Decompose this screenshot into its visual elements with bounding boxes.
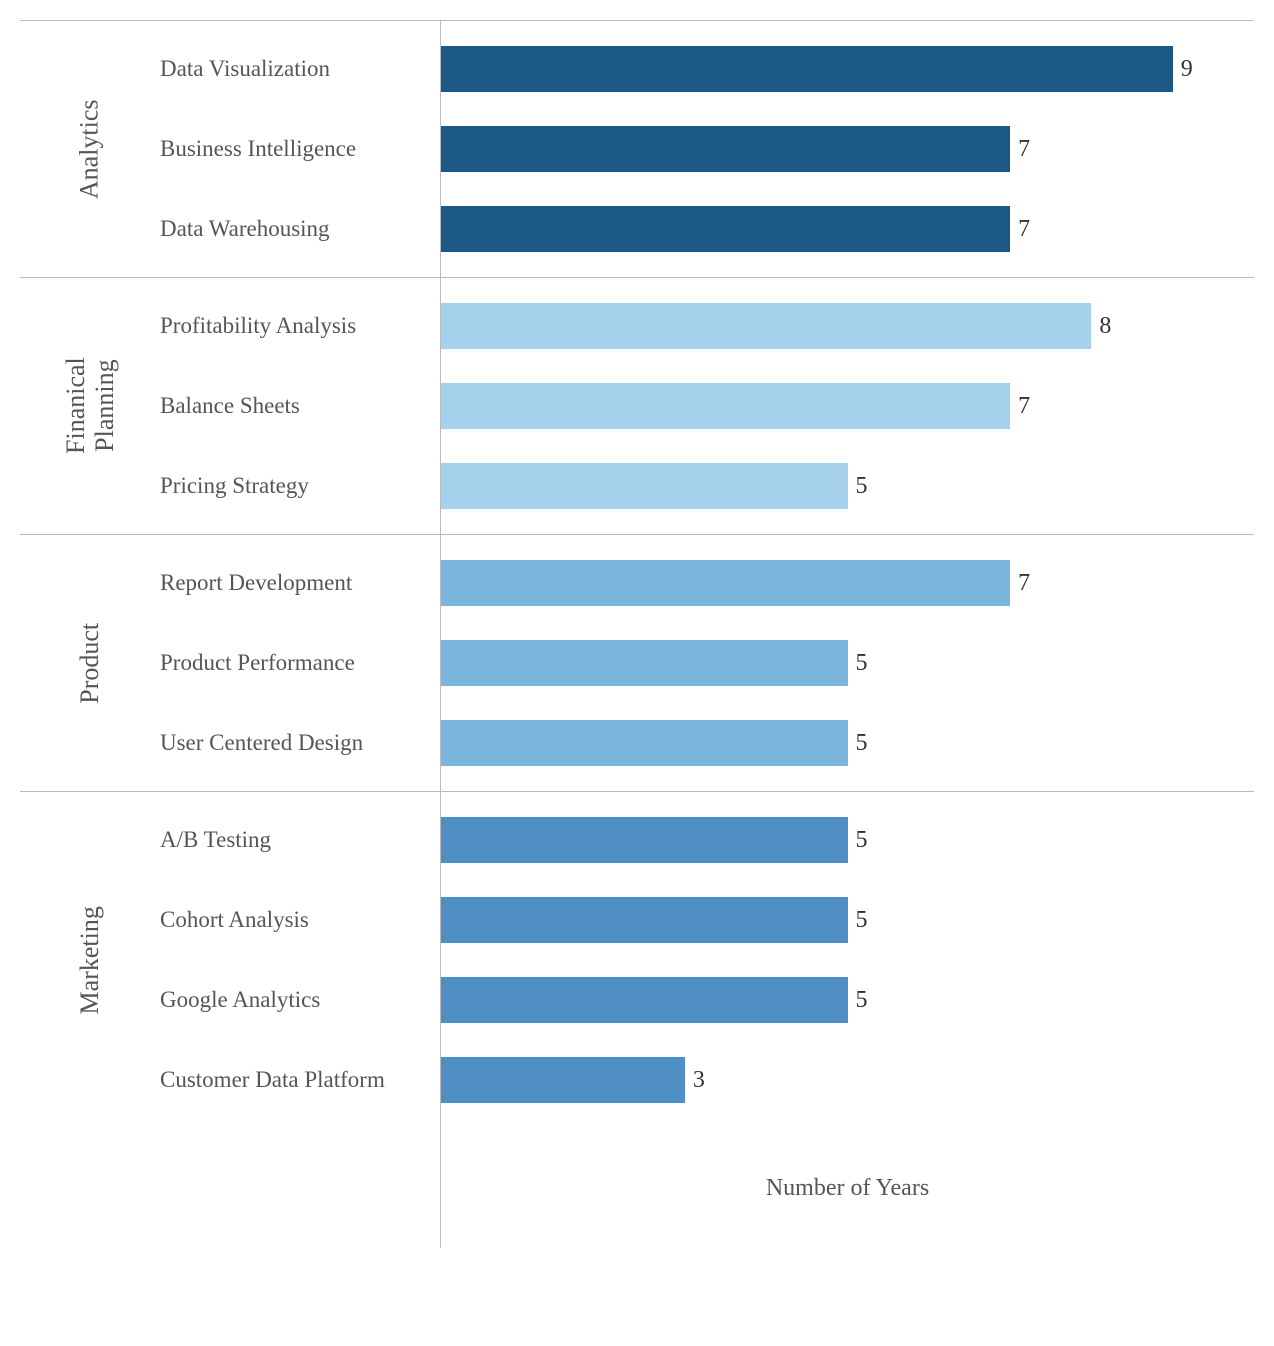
category-label: FinanicalPlanning [61, 358, 118, 455]
bar-row: 7 [441, 543, 1254, 623]
bars-column: 8 7 5 [440, 278, 1254, 534]
skill-label-row: Business Intelligence [160, 109, 440, 189]
bars-column: 5 5 5 3 [440, 792, 1254, 1128]
skill-label-row: Pricing Strategy [160, 446, 440, 526]
category-label-cell: Analytics [20, 21, 160, 277]
bar-value: 9 [1181, 56, 1193, 83]
bar [441, 206, 1010, 252]
bar [441, 126, 1010, 172]
skill-label-row: Report Development [160, 543, 440, 623]
bar-value: 7 [1018, 136, 1030, 163]
bar-row: 8 [441, 286, 1254, 366]
bar [441, 463, 848, 509]
bar-row: 5 [441, 623, 1254, 703]
category-label: Analytics [76, 99, 105, 199]
skill-label: Pricing Strategy [160, 472, 309, 500]
bar [441, 640, 848, 686]
bar-value: 5 [856, 827, 868, 854]
skill-label-row: Google Analytics [160, 960, 440, 1040]
bar-value: 5 [856, 650, 868, 677]
skill-label-row: Product Performance [160, 623, 440, 703]
bar-row: 5 [441, 960, 1254, 1040]
bar [441, 560, 1010, 606]
section-product: Product Report Development Product Perform… [20, 534, 1254, 791]
skill-label: Google Analytics [160, 986, 320, 1014]
skill-label: Balance Sheets [160, 392, 300, 420]
bar-value: 8 [1099, 313, 1111, 340]
bar-value: 5 [856, 907, 868, 934]
category-label-cell: Marketing [20, 792, 160, 1128]
section-marketing: Marketing A/B Testing Cohort Analysis Googl… [20, 791, 1254, 1128]
skills-column: Profitability Analysis Balance Sheets Pric… [160, 278, 440, 534]
bar [441, 977, 848, 1023]
skills-column: Report Development Product Performance Use… [160, 535, 440, 791]
bar [441, 1057, 685, 1103]
category-label-cell: Product [20, 535, 160, 791]
bar [441, 897, 848, 943]
bar-row: 5 [441, 446, 1254, 526]
section-analytics: Analytics Data Visualization Business Inte… [20, 20, 1254, 277]
bar-value: 7 [1018, 570, 1030, 597]
bar [441, 817, 848, 863]
category-label: Product [76, 623, 105, 704]
skill-label-row: Data Warehousing [160, 189, 440, 269]
skill-label: Cohort Analysis [160, 906, 309, 934]
skill-label: Product Performance [160, 649, 355, 677]
section-finanical-planning: FinanicalPlanning Profitability Analysis B… [20, 277, 1254, 534]
skill-label-row: Balance Sheets [160, 366, 440, 446]
skill-label-row: Data Visualization [160, 29, 440, 109]
bar-row: 5 [441, 703, 1254, 783]
bar-row: 9 [441, 29, 1254, 109]
bar-value: 5 [856, 987, 868, 1014]
skill-label: Profitability Analysis [160, 312, 356, 340]
skill-label: Data Visualization [160, 55, 330, 83]
bar-row: 7 [441, 109, 1254, 189]
skills-bar-chart: Analytics Data Visualization Business Inte… [20, 20, 1254, 1248]
bar [441, 720, 848, 766]
x-axis-label: Number of Years [766, 1175, 929, 1202]
bar-value: 7 [1018, 216, 1030, 243]
bar-value: 5 [856, 473, 868, 500]
axis-row: Number of Years [20, 1128, 1254, 1248]
skills-column: A/B Testing Cohort Analysis Google Analyti… [160, 792, 440, 1128]
bar [441, 46, 1173, 92]
bar-row: 7 [441, 189, 1254, 269]
skill-label-row: Cohort Analysis [160, 880, 440, 960]
skill-label-row: Customer Data Platform [160, 1040, 440, 1120]
bar [441, 383, 1010, 429]
bar-row: 7 [441, 366, 1254, 446]
skills-column: Data Visualization Business Intelligence D… [160, 21, 440, 277]
bar-row: 3 [441, 1040, 1254, 1120]
skill-label: Data Warehousing [160, 215, 330, 243]
bar-row: 5 [441, 880, 1254, 960]
bars-column: 9 7 7 [440, 21, 1254, 277]
bar [441, 303, 1091, 349]
skill-label: Report Development [160, 569, 352, 597]
bar-value: 3 [693, 1067, 705, 1094]
skill-label: Business Intelligence [160, 135, 356, 163]
axis-area: Number of Years [440, 1128, 1254, 1248]
skill-label: A/B Testing [160, 826, 271, 854]
bar-value: 7 [1018, 393, 1030, 420]
bar-row: 5 [441, 800, 1254, 880]
category-label-cell: FinanicalPlanning [20, 278, 160, 534]
bar-value: 5 [856, 730, 868, 757]
skill-label-row: A/B Testing [160, 800, 440, 880]
skill-label-row: Profitability Analysis [160, 286, 440, 366]
bars-column: 7 5 5 [440, 535, 1254, 791]
axis-spacer [20, 1128, 440, 1248]
skill-label: User Centered Design [160, 729, 363, 757]
skill-label-row: User Centered Design [160, 703, 440, 783]
skill-label: Customer Data Platform [160, 1066, 385, 1094]
category-label: Marketing [76, 906, 105, 1014]
